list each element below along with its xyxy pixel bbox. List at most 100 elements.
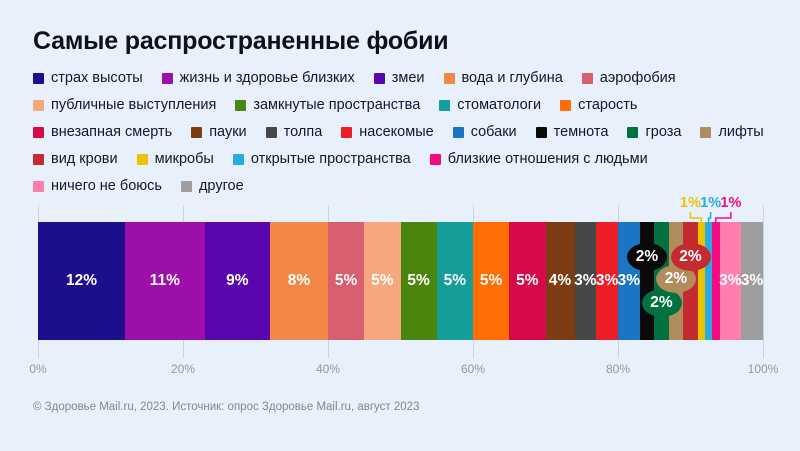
legend-item: толпа (265, 124, 323, 140)
bar-segment-value-label: 5% (516, 272, 539, 289)
legend-swatch-icon (429, 153, 441, 165)
legend-item-label: насекомые (359, 124, 434, 140)
legend-swatch-icon (235, 99, 247, 111)
legend-item: собаки (452, 124, 517, 140)
bar-segment: 5% (400, 222, 437, 340)
legend-item-label: змеи (391, 70, 425, 86)
legend-swatch-icon (535, 126, 547, 138)
stacked-bar-chart: 12% 11% 9% 8% 5% 5% 5% 5% 5% 5% 4% 3% 3% 3% 2% 2% 2% 2% 3%… (29, 190, 778, 380)
legend-swatch-icon (443, 72, 455, 84)
bar-segment: 8% (270, 222, 328, 340)
bar-segment-value-label: 3% (740, 272, 764, 289)
legend-item: страх высоты (33, 70, 143, 86)
bar-segment-value-bubble: 2% (670, 243, 711, 271)
legend-row-4: вид крови микробы открытые пространства бли… (33, 150, 764, 168)
legend-row-1: страх высоты жизнь и здоровье близких змеи… (33, 69, 764, 87)
bar-segment: 3% (741, 222, 763, 340)
bar-segment: 3% (574, 222, 597, 340)
legend-item: замкнутые пространства (235, 97, 420, 113)
legend-swatch-icon (161, 72, 173, 84)
bar-segment-value-label: 3% (574, 272, 597, 289)
legend-swatch-icon (373, 72, 385, 84)
bar-segment: 3% (596, 222, 618, 340)
callout-value-label: 1% (720, 195, 742, 211)
legend-item-label: публичные выступления (51, 97, 217, 113)
bar-segment-value-bubble: 2% (641, 289, 682, 317)
legend-item: жизнь и здоровье близких (161, 70, 355, 86)
legend-item-label: гроза (645, 124, 682, 140)
callout-connector (715, 212, 732, 222)
axis-tick-label: 60% (460, 362, 486, 376)
legend-item: старость (560, 97, 637, 113)
bar-segment-value-label: 4% (548, 272, 572, 289)
axis-tick-label: 20% (170, 362, 196, 376)
bar-segment-value-label: 12% (65, 272, 98, 289)
legend-swatch-icon (33, 99, 44, 111)
legend-item-label: лифты (718, 124, 764, 140)
legend-item-label: жизнь и здоровье близких (179, 70, 355, 86)
legend-item: аэрофобия (581, 70, 676, 86)
legend-item: близкие отношения с людьми (429, 151, 648, 167)
bar-segment: 11% (125, 222, 205, 340)
legend: страх высоты жизнь и здоровье близких змеи… (33, 69, 764, 195)
chart-title: Самые распространенные фобии (33, 27, 449, 55)
stacked-bar: 12% 11% 9% 8% 5% 5% 5% 5% 5% 5% 4% 3% 3% 3% 2% 2% 2% 2% 3%… (38, 222, 763, 340)
legend-swatch-icon (627, 126, 639, 138)
legend-item: открытые пространства (232, 151, 411, 167)
legend-item-label: собаки (470, 124, 517, 140)
legend-item-label: микробы (154, 151, 214, 167)
bar-segment: 3% (719, 222, 742, 340)
bar-segment (712, 222, 720, 340)
bar-segment-value-label: 5% (443, 272, 467, 289)
legend-item-label: темнота (553, 124, 609, 140)
legend-item-label: открытые пространства (250, 151, 411, 167)
axis-tick-label: 100% (747, 362, 779, 376)
legend-item: насекомые (341, 124, 434, 140)
legend-item-label: другое (198, 178, 244, 194)
legend-item-label: ничего не боюсь (51, 178, 162, 194)
legend-item: микробы (136, 151, 214, 167)
legend-item: вид крови (33, 151, 118, 167)
bar-segment: 5% (473, 222, 510, 340)
legend-swatch-icon (180, 180, 192, 192)
bar-segment (705, 222, 713, 340)
bar-segment-value-bubble: 2% (627, 243, 667, 271)
bar-segment: 12% (38, 222, 125, 340)
legend-item: вода и глубина (443, 70, 563, 86)
bar-segment: 5% (509, 222, 546, 340)
gridline (762, 205, 764, 358)
legend-item: внезапная смерть (33, 124, 172, 140)
bar-segment-value-label: 5% (407, 272, 430, 289)
legend-item: лифты (700, 124, 764, 140)
legend-swatch-icon (581, 72, 593, 84)
legend-item: пауки (191, 124, 247, 140)
legend-row-2: публичные выступления замкнутые пространс… (33, 96, 764, 114)
bar-segment-value-label: 5% (334, 272, 358, 289)
callout-value-label: 1% (700, 195, 722, 211)
legend-item: темнота (535, 124, 609, 140)
bar-segment-value-label: 11% (149, 272, 180, 289)
legend-item-label: вода и глубина (461, 70, 563, 86)
legend-item-label: толпа (283, 124, 323, 140)
bar-segment: 2% (670, 222, 711, 340)
callout-connector (707, 212, 712, 222)
legend-swatch-icon (33, 126, 44, 138)
legend-item-label: старость (578, 97, 638, 113)
source-attribution: © Здоровье Mail.ru, 2023. Источник: опро… (33, 401, 420, 413)
callout-value-label: 1% (679, 195, 701, 211)
legend-swatch-icon (33, 72, 44, 84)
legend-swatch-icon (439, 99, 451, 111)
legend-item-label: аэрофобия (599, 70, 676, 86)
legend-swatch-icon (136, 153, 148, 165)
legend-swatch-icon (232, 153, 244, 165)
axis-tick-label: 80% (605, 362, 631, 376)
legend-swatch-icon (700, 126, 712, 138)
legend-item-label: стоматологи (457, 97, 542, 113)
legend-item-label: пауки (209, 124, 247, 140)
bar-segment-value-label: 3% (617, 272, 641, 289)
bar-segment-value-label: 3% (595, 272, 619, 289)
bar-segment: 5% (436, 222, 473, 340)
bar-segment-value-label: 9% (226, 272, 249, 289)
bar-segment: 9% (204, 222, 270, 340)
